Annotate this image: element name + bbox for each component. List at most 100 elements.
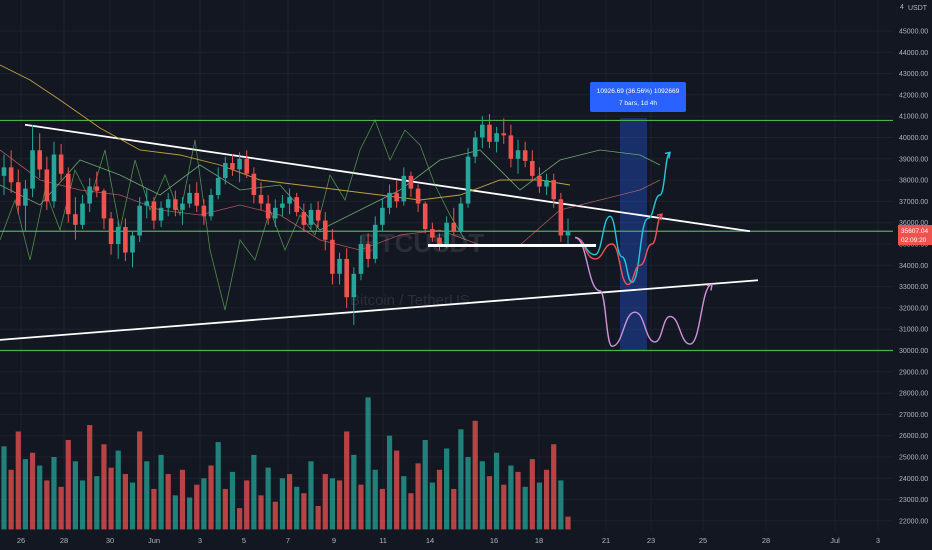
bar-countdown: 02:09:20: [901, 237, 927, 244]
candle-body: [415, 188, 421, 204]
volume-bar: [194, 484, 200, 530]
candle-body: [380, 207, 385, 225]
x-tick-label: 23: [647, 536, 655, 545]
x-tick-label: 16: [490, 536, 498, 545]
candle-body: [58, 154, 64, 174]
ascending-trendline: [0, 279, 759, 341]
candle-body: [508, 135, 514, 159]
price-axis[interactable]: 45000.00 44000.00 43000.00 42000.00 41000.00…: [899, 29, 928, 526]
candle-body: [522, 150, 528, 161]
volume-bar: [265, 467, 271, 530]
y-tick-label: 38000.00: [899, 178, 928, 185]
candle-body: [322, 220, 328, 240]
candle-body: [251, 173, 257, 196]
volume-bar: [201, 478, 207, 530]
grid-lines: [0, 0, 893, 530]
volume-bar: [208, 465, 214, 530]
volume-bar: [215, 442, 221, 530]
candle-body: [408, 175, 414, 189]
volume-bar: [115, 450, 121, 530]
volume-bar: [322, 474, 328, 530]
volume-bar: [22, 459, 29, 530]
candle-body: [337, 258, 342, 274]
support-level-box: [428, 244, 596, 247]
time-axis[interactable]: 26 28 30 Jun 3 5 7 9 11 14 16 18 21 23 25 28 Jul 3: [17, 536, 880, 545]
volume-bar: [101, 444, 107, 530]
volume-bar: [279, 478, 286, 530]
volume-bar: [122, 474, 128, 530]
volume-bar: [501, 484, 507, 530]
candle-body: [472, 137, 478, 157]
watermark-name: Bitcoin / TetherUS: [350, 292, 470, 309]
x-tick-label: 25: [699, 536, 707, 545]
candle-body: [515, 150, 521, 159]
volume-bar: [58, 486, 64, 530]
candle-body: [51, 154, 57, 202]
candle-body: [137, 205, 142, 236]
volume-bar: [515, 471, 521, 530]
volume-bar: [408, 493, 414, 530]
x-tick-label: 11: [379, 536, 387, 545]
candle-body: [444, 222, 449, 244]
candle-body: [287, 197, 292, 204]
projection-arrowhead: [706, 283, 713, 291]
moving-average-long: [0, 64, 571, 201]
x-tick-label: Jun: [148, 536, 160, 545]
x-tick-label: 30: [106, 536, 114, 545]
volume-bar: [244, 480, 250, 530]
currency-label: USDT: [908, 5, 928, 12]
candle-body: [180, 203, 185, 210]
projection-path: [574, 213, 663, 286]
candle-body: [458, 203, 464, 232]
x-tick-label: Jul: [830, 536, 840, 545]
candle-body: [315, 209, 321, 221]
volume-bar: [1, 446, 7, 530]
candle-body: [530, 160, 535, 176]
lagging-span: [0, 119, 466, 311]
candle-body: [101, 190, 107, 219]
candle-body: [151, 201, 157, 221]
x-tick-label: 5: [242, 536, 246, 545]
candle-body: [565, 231, 571, 236]
volume-bar: [494, 452, 500, 530]
axis-top-label: 4: [900, 4, 904, 11]
candle-body: [194, 192, 200, 206]
y-tick-label: 33000.00: [899, 284, 928, 291]
volume-bar: [229, 471, 236, 530]
volume-bar: [251, 454, 257, 530]
candle-body: [123, 226, 128, 253]
candle-body: [165, 199, 171, 208]
candle-body: [187, 192, 192, 204]
volume-bar: [336, 480, 343, 530]
volume-bar: [344, 431, 350, 530]
candle-body: [451, 222, 457, 232]
candle-body: [80, 203, 85, 225]
volume-bar: [65, 439, 71, 530]
projection-arrowhead: [664, 151, 671, 159]
candle-body: [208, 195, 214, 217]
x-tick-label: 3: [876, 536, 880, 545]
y-tick-label: 26000.00: [899, 433, 928, 440]
candle-body: [465, 156, 471, 204]
volume-bar: [37, 465, 43, 530]
y-tick-label: 44000.00: [899, 50, 928, 57]
candle-body: [551, 180, 557, 200]
y-tick-label: 22000.00: [899, 518, 928, 525]
candle-body: [1, 167, 7, 176]
volume-bar: [365, 397, 371, 530]
volume-bar: [372, 469, 378, 530]
y-tick-label: 41000.00: [899, 114, 928, 121]
volume-bars: [1, 397, 571, 530]
candle-body: [294, 197, 300, 213]
candle-body: [480, 124, 485, 138]
measure-label[interactable]: 10926.69 (36.56%) 1092669 7 bars, 1d 4h: [590, 82, 686, 112]
candle-body: [115, 226, 121, 244]
candle-body: [130, 235, 135, 253]
volume-bar: [79, 480, 86, 530]
x-tick-label: 9: [332, 536, 336, 545]
volume-bar: [422, 439, 428, 530]
volume-bar: [486, 476, 493, 530]
volume-bar: [308, 461, 314, 530]
volume-bar: [465, 457, 471, 530]
